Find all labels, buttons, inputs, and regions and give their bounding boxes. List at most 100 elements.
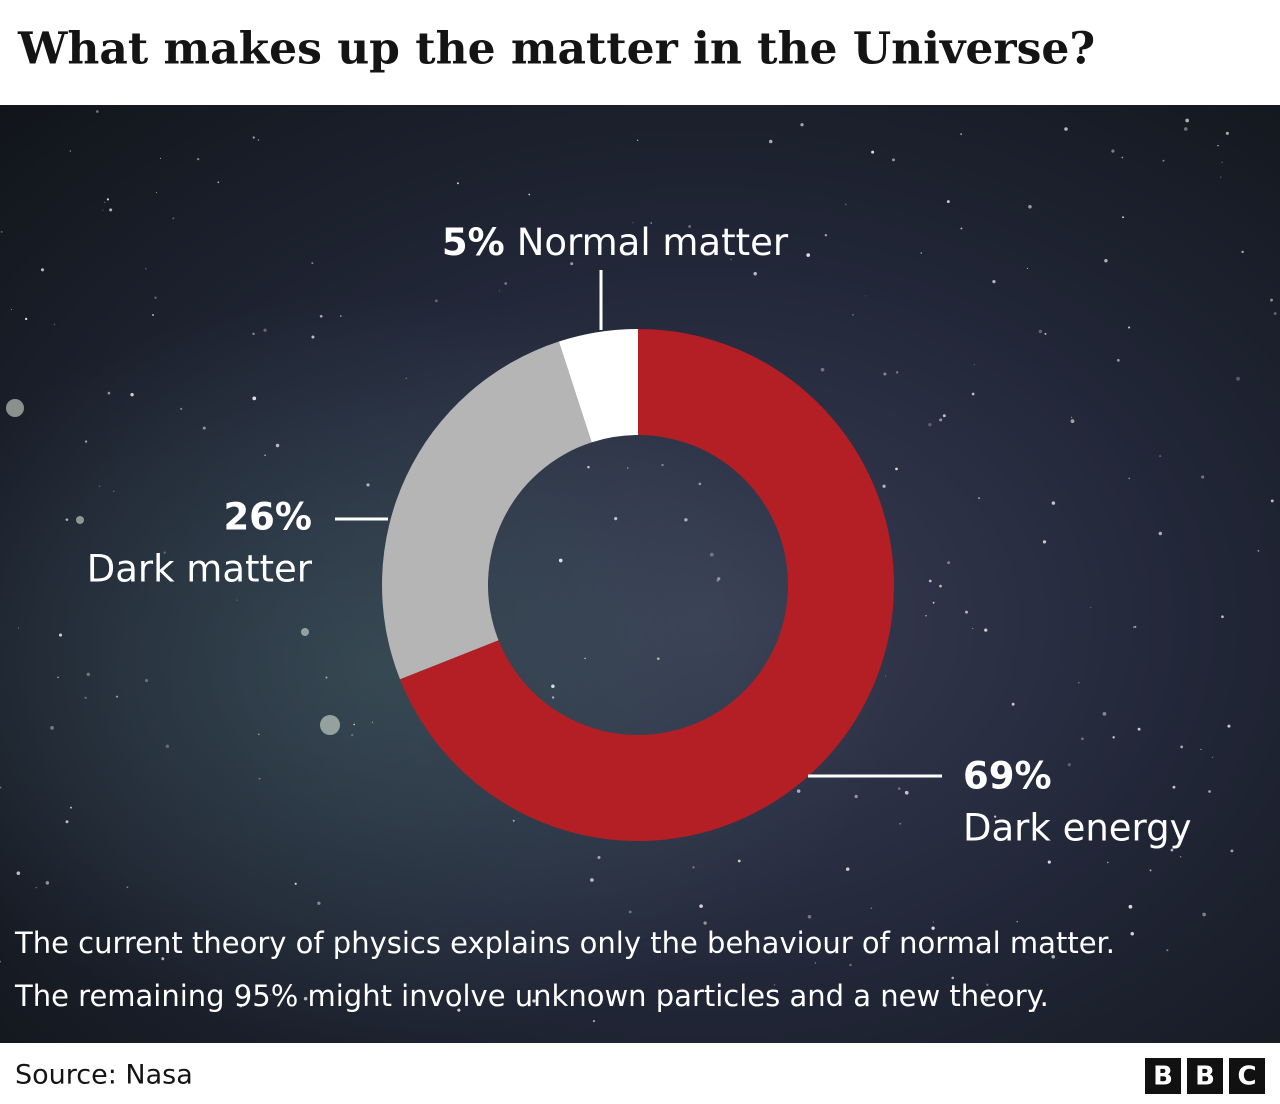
star	[947, 561, 951, 565]
star	[637, 139, 639, 141]
star	[971, 392, 975, 396]
star	[845, 203, 847, 206]
star	[1090, 606, 1092, 608]
star	[197, 157, 200, 161]
star	[50, 726, 54, 730]
star	[1184, 127, 1188, 131]
star	[269, 994, 272, 996]
star	[1067, 763, 1071, 767]
title-band	[0, 0, 1280, 105]
value-label: 5%	[442, 221, 505, 264]
logo-box	[1187, 1058, 1223, 1094]
star	[1220, 176, 1222, 178]
star	[972, 628, 974, 630]
star	[106, 198, 110, 201]
star	[558, 558, 563, 563]
star	[1070, 419, 1075, 424]
star	[351, 733, 354, 737]
star	[925, 614, 927, 617]
star	[98, 485, 101, 488]
star	[992, 279, 996, 284]
star	[1211, 756, 1214, 759]
star	[1107, 861, 1109, 864]
star	[109, 208, 113, 212]
star	[870, 907, 873, 909]
star	[1064, 127, 1068, 131]
star	[24, 317, 28, 321]
star	[978, 497, 980, 499]
star	[1270, 298, 1273, 302]
star	[456, 182, 459, 185]
star	[86, 672, 91, 677]
star	[939, 584, 942, 588]
star	[931, 926, 935, 930]
star	[928, 579, 932, 583]
star	[703, 921, 707, 925]
star	[965, 610, 968, 614]
star	[1044, 332, 1047, 335]
star	[1202, 912, 1206, 917]
star	[311, 262, 314, 265]
star	[709, 552, 714, 557]
star	[883, 1003, 887, 1007]
star	[885, 675, 887, 677]
star	[1078, 682, 1080, 684]
star	[528, 193, 531, 196]
star	[551, 684, 555, 688]
star	[340, 315, 342, 317]
star	[1130, 932, 1134, 936]
star	[1104, 259, 1108, 263]
star	[1236, 376, 1240, 381]
star	[994, 815, 997, 818]
category-label: Dark matter	[87, 548, 313, 591]
star	[325, 676, 328, 679]
star	[113, 490, 115, 492]
star	[236, 599, 238, 601]
star	[58, 633, 63, 637]
star	[590, 878, 594, 882]
star	[737, 859, 741, 863]
note-line: The current theory of physics explains o…	[14, 926, 1115, 960]
star	[65, 820, 69, 824]
star	[151, 562, 153, 564]
star	[960, 133, 963, 135]
category-label: Normal matter	[517, 221, 789, 264]
star	[84, 696, 87, 699]
star	[239, 1004, 243, 1008]
star	[1172, 785, 1176, 789]
star	[371, 721, 374, 723]
star	[155, 191, 158, 194]
star	[161, 957, 165, 961]
star	[1241, 250, 1244, 254]
star	[1134, 625, 1137, 628]
star	[807, 914, 812, 919]
star	[716, 579, 719, 582]
star	[800, 123, 804, 127]
star	[892, 158, 895, 162]
star	[1180, 745, 1184, 749]
star	[1051, 955, 1056, 959]
star	[504, 282, 508, 285]
value-label: 26%	[223, 496, 312, 539]
star	[512, 819, 515, 822]
star	[294, 882, 297, 885]
star	[929, 948, 933, 952]
star	[692, 866, 695, 869]
star	[960, 227, 963, 230]
star	[730, 258, 732, 261]
star	[1042, 540, 1047, 544]
chart-title: What makes up the matter in the Universe…	[17, 24, 1095, 75]
star	[1257, 550, 1260, 552]
star	[1116, 358, 1120, 362]
star	[126, 886, 129, 889]
star	[1158, 531, 1163, 536]
star	[698, 482, 702, 486]
star	[252, 136, 255, 139]
star	[928, 422, 932, 427]
star	[69, 150, 72, 152]
background-haze	[0, 105, 1280, 1043]
star	[145, 678, 149, 683]
star	[57, 676, 59, 679]
star	[202, 426, 206, 430]
